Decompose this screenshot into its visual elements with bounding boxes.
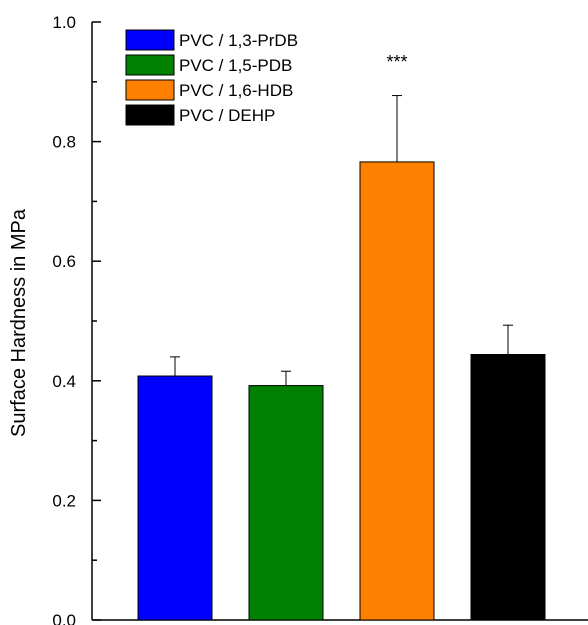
y-tick-label: 0.4 xyxy=(52,372,76,391)
legend-swatch xyxy=(125,104,175,126)
bars xyxy=(137,161,546,621)
y-tick-label: 0.0 xyxy=(52,611,76,625)
error-bars xyxy=(170,95,513,386)
legend: PVC / 1,3-PrDB PVC / 1,5-PDB PVC / 1,6-HDB… xyxy=(125,29,298,126)
legend-label: PVC / 1,5-PDB xyxy=(179,56,292,75)
y-tick-label: 0.6 xyxy=(52,252,76,271)
legend-label: PVC / 1,6-HDB xyxy=(179,81,293,100)
legend-swatch xyxy=(125,29,175,51)
bar xyxy=(359,161,435,621)
legend-swatch xyxy=(125,54,175,76)
legend-label: PVC / 1,3-PrDB xyxy=(179,31,298,50)
y-tick-label: 0.2 xyxy=(52,491,76,510)
bar xyxy=(470,353,546,621)
y-tick-label: 1.0 xyxy=(52,13,76,32)
bar xyxy=(137,375,213,621)
annotations: *** xyxy=(386,52,407,72)
y-axis-label: Surface Hardness in MPa xyxy=(8,208,30,437)
significance-annotation: *** xyxy=(386,52,407,72)
y-tick-label: 0.8 xyxy=(52,133,76,152)
legend-swatch xyxy=(125,79,175,101)
legend-label: PVC / DEHP xyxy=(179,106,275,125)
bar xyxy=(248,385,324,621)
